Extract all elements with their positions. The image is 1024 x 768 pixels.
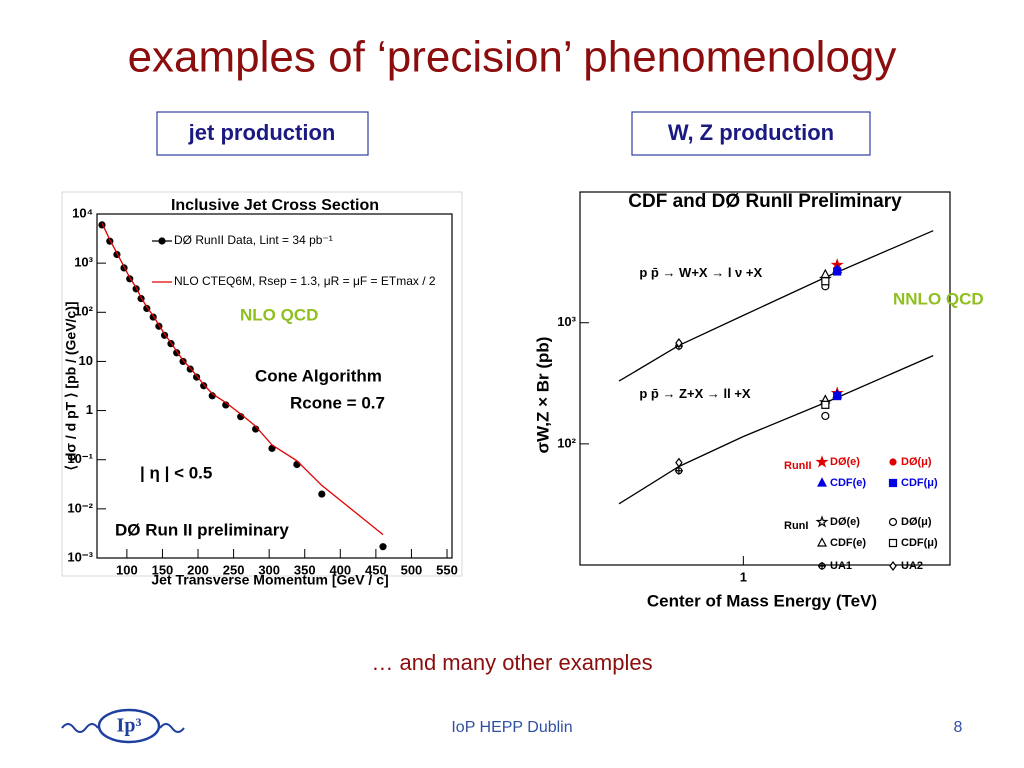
slide-title: examples of ‘precision’ phenomenology: [128, 33, 897, 82]
legend-marker: [817, 477, 827, 487]
annotation: DØ Run II preliminary: [115, 520, 289, 539]
annotation: NLO QCD: [240, 305, 318, 324]
legend-marker: [158, 237, 166, 245]
marker: [833, 391, 842, 401]
y-axis-title: σW,Z × Br (pb): [533, 337, 552, 454]
legend-group: RunI: [784, 520, 808, 532]
legend-label: DØ(μ): [901, 516, 932, 528]
marker: [675, 338, 683, 349]
y-tick-label: 10³: [557, 314, 576, 329]
logo-text: Ip³: [117, 715, 142, 737]
legend-group: RunII: [784, 460, 812, 472]
footer: IoP HEPP Dublin: [451, 719, 572, 736]
chart-title: CDF and DØ RunII Preliminary: [628, 191, 902, 212]
x-tick-label: 100: [116, 562, 138, 577]
legend-label: UA1: [830, 560, 852, 572]
curve-label: p p̄ → W+X → l ν +X: [639, 265, 762, 280]
curve-label: p p̄ → Z+X → ll +X: [639, 386, 751, 401]
marker: [833, 267, 842, 276]
marker: [821, 411, 830, 421]
heading-box: [631, 111, 871, 156]
y-tick-label: 10⁻³: [67, 549, 93, 564]
plot-frame: [579, 191, 951, 566]
marker: [821, 400, 830, 409]
logo-ellipse: [97, 708, 161, 744]
marker: [179, 357, 187, 366]
legend-label: CDF(e): [830, 537, 866, 549]
marker: [379, 543, 387, 551]
marker: [318, 490, 326, 498]
series-line: [618, 355, 934, 505]
heading: W, Z production: [668, 120, 834, 145]
x-axis-title: Jet Transverse Momentum [GeV / c]: [151, 572, 388, 588]
legend-label: DØ RunII Data, Lint = 34 pb⁻¹: [174, 233, 333, 247]
logo-wave: [159, 723, 185, 733]
x-tick-label: 300: [258, 562, 280, 577]
y-tick-label: 10⁻²: [67, 500, 93, 515]
legend-label: CDF(e): [830, 477, 866, 489]
legend-marker: [889, 458, 897, 466]
legend-marker: [889, 561, 897, 571]
legend-label: CDF(μ): [901, 537, 938, 549]
plot-frame: [96, 213, 453, 559]
y-tick-label: 10: [79, 353, 93, 368]
y-tick-label: 10⁴: [72, 205, 93, 220]
legend-marker: [888, 517, 898, 527]
y-tick-label: 1: [86, 402, 93, 417]
legend-label: CDF(μ): [901, 477, 938, 489]
logo-wave: [61, 723, 99, 733]
y-tick-label: 10²: [557, 435, 576, 450]
series-line: [101, 222, 384, 536]
legend-marker: [888, 538, 898, 548]
legend-label: DØ(e): [830, 456, 860, 468]
x-tick-label: 150: [152, 562, 174, 577]
legend-marker: [815, 455, 829, 468]
legend-marker: [817, 537, 827, 547]
legend-label: DØ(e): [830, 516, 860, 528]
x-tick-label: 250: [223, 562, 245, 577]
marker: [674, 466, 683, 475]
legend-label: UA2: [901, 560, 923, 572]
x-tick-label: 400: [329, 562, 351, 577]
legend-label: NLO CTEQ6M, Rsep = 1.3, μR = μF = ETmax …: [174, 274, 436, 288]
legend-marker: [888, 478, 898, 488]
marker: [675, 457, 683, 468]
logo: Ip³: [61, 708, 185, 744]
marker: [821, 277, 830, 286]
x-tick-label: 200: [187, 562, 209, 577]
chart-title: Inclusive Jet Cross Section: [171, 197, 379, 214]
x-tick-label: 450: [365, 562, 387, 577]
annotation: NNLO QCD: [893, 289, 984, 308]
y-tick-label: 10³: [74, 255, 93, 270]
x-tick-label: 500: [401, 562, 423, 577]
x-tick-label: 1: [740, 569, 747, 584]
annotation: Cone Algorithm: [255, 366, 382, 385]
y-tick-label: 10⁻¹: [67, 451, 93, 466]
x-tick-label: 350: [294, 562, 316, 577]
note: … and many other examples: [371, 650, 652, 675]
legend-label: DØ(μ): [901, 456, 932, 468]
series-line: [618, 230, 934, 382]
legend-marker: [815, 515, 829, 528]
page-number: 8: [954, 719, 963, 736]
legend-marker: [818, 562, 826, 570]
annotation: | η | < 0.5: [140, 463, 212, 482]
x-axis-title: Center of Mass Energy (TeV): [647, 591, 877, 610]
marker: [200, 382, 208, 390]
y-axis-title: ⟨ dσ / d pT ⟩ [pb / (GeV/c)]: [63, 301, 79, 470]
y-tick-label: 10²: [74, 304, 93, 319]
annotation: Rcone = 0.7: [290, 393, 385, 412]
heading-box: [156, 111, 369, 156]
x-tick-label: 550: [436, 562, 458, 577]
heading: jet production: [188, 120, 336, 145]
